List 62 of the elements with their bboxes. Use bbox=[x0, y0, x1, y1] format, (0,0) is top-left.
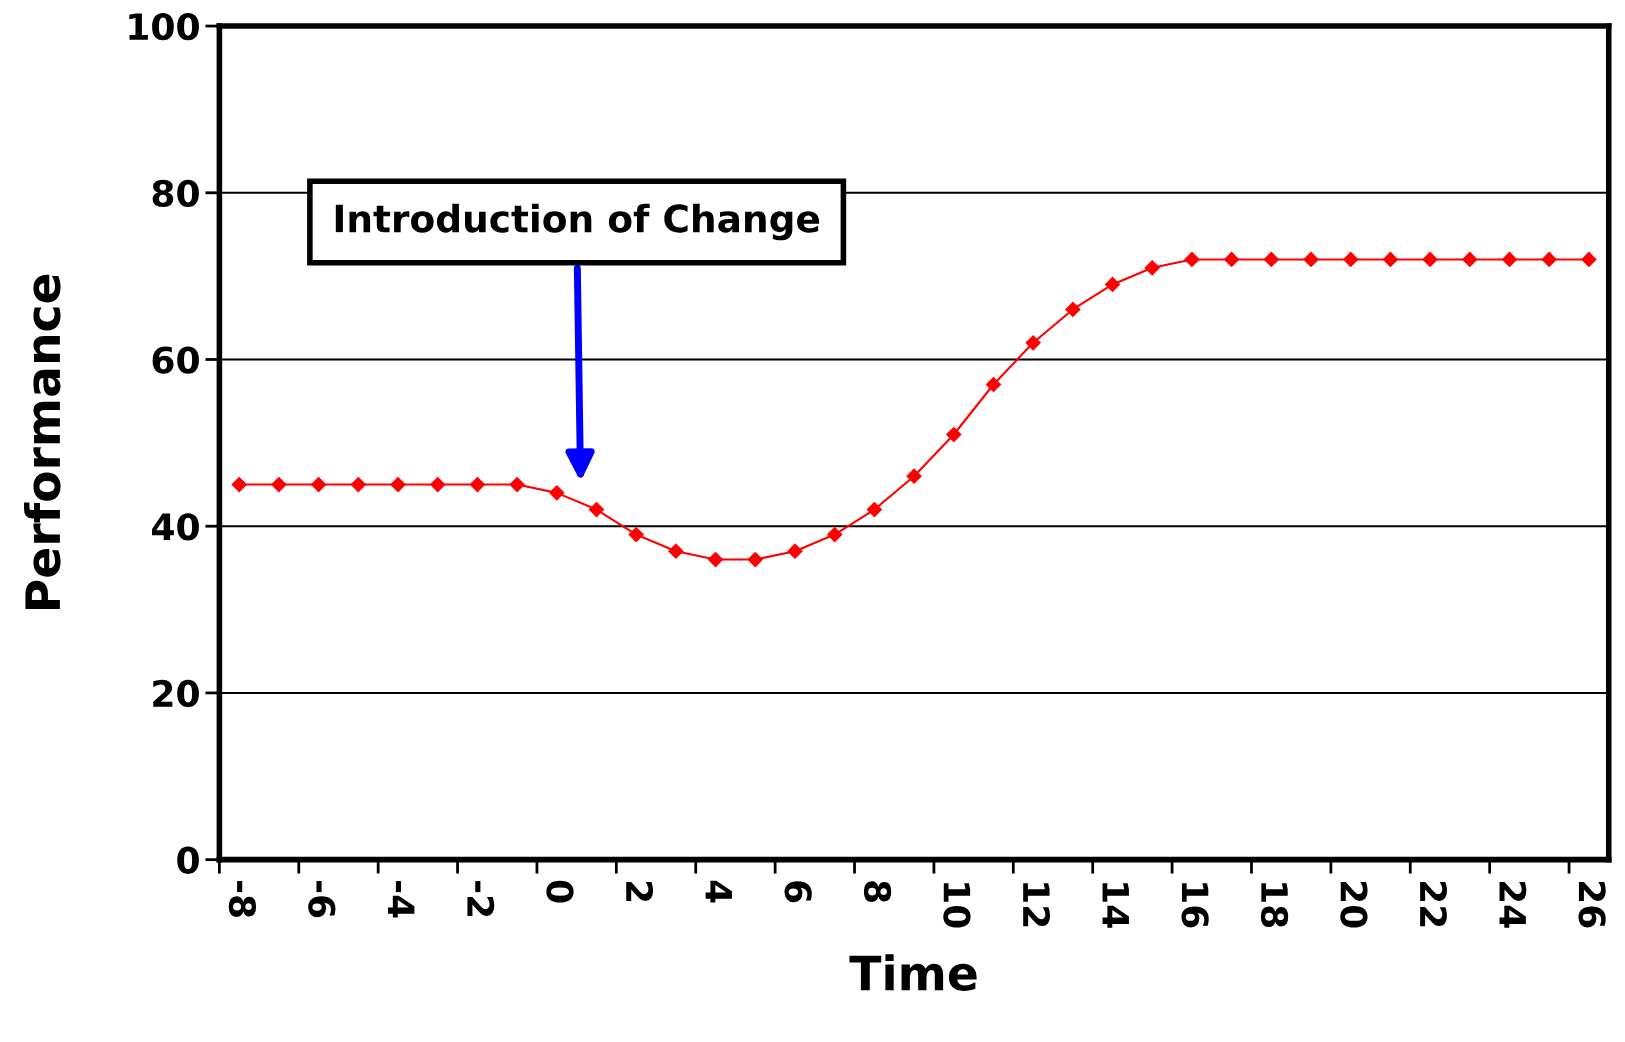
x-tick-label: 8 bbox=[863, 881, 892, 902]
point bbox=[350, 476, 366, 493]
x-tick-label: 4 bbox=[705, 880, 732, 903]
point bbox=[588, 501, 605, 518]
x-tick-label: -4 bbox=[388, 881, 415, 918]
point bbox=[549, 485, 565, 501]
point bbox=[231, 476, 247, 493]
y-tick-label: 0 bbox=[177, 846, 199, 874]
point bbox=[747, 551, 763, 568]
point bbox=[708, 551, 724, 568]
point bbox=[1303, 251, 1319, 268]
x-tick-label: 10 bbox=[943, 883, 971, 928]
x-tick-label: 0 bbox=[546, 880, 574, 903]
x-tick-label: -2 bbox=[467, 881, 495, 917]
y-tick-label: 20 bbox=[153, 679, 199, 708]
point bbox=[866, 501, 882, 518]
point bbox=[1224, 251, 1240, 268]
annotation: Introduction of Change bbox=[335, 203, 820, 241]
y-axis-title: Performance bbox=[23, 274, 61, 609]
point bbox=[1382, 251, 1398, 268]
point bbox=[1065, 301, 1081, 318]
point bbox=[1184, 251, 1200, 268]
x-tick-label: 2 bbox=[626, 881, 654, 902]
point bbox=[509, 476, 525, 493]
point bbox=[311, 476, 327, 493]
point bbox=[827, 526, 843, 543]
point bbox=[430, 476, 446, 493]
point bbox=[1025, 335, 1041, 351]
x-tick-label: 26 bbox=[1578, 881, 1606, 928]
point bbox=[1104, 276, 1121, 293]
point bbox=[1144, 260, 1160, 276]
point bbox=[946, 426, 962, 443]
x-tick-label: 14 bbox=[1102, 883, 1129, 928]
point bbox=[628, 526, 644, 543]
y-tick-label: 40 bbox=[152, 513, 199, 541]
x-tick-label: -6 bbox=[308, 881, 336, 918]
x-tick-label: -8 bbox=[228, 881, 257, 917]
point bbox=[787, 543, 803, 559]
point bbox=[1501, 251, 1518, 268]
point bbox=[985, 376, 1002, 393]
point bbox=[271, 476, 287, 493]
x-tick-label: 6 bbox=[784, 881, 812, 903]
x-tick-label: 22 bbox=[1420, 881, 1447, 927]
point bbox=[1581, 251, 1597, 268]
point bbox=[906, 468, 922, 484]
x-tick-label: 18 bbox=[1260, 883, 1289, 928]
point bbox=[1541, 251, 1557, 268]
x-axis-title: Time bbox=[849, 954, 977, 991]
point bbox=[1422, 251, 1438, 268]
point bbox=[1263, 251, 1279, 268]
y-tick-label: 60 bbox=[152, 346, 199, 374]
x-tick-label: 12 bbox=[1023, 883, 1050, 927]
point bbox=[390, 476, 406, 493]
y-tick-label: 100 bbox=[129, 12, 199, 41]
point bbox=[469, 476, 485, 493]
point bbox=[1462, 251, 1478, 268]
y-tick-label: 80 bbox=[152, 179, 199, 207]
x-tick-label: 20 bbox=[1340, 881, 1368, 928]
x-tick-label: 16 bbox=[1181, 883, 1209, 928]
x-tick-label: 24 bbox=[1499, 881, 1527, 928]
point bbox=[668, 543, 684, 559]
point bbox=[1343, 251, 1359, 268]
